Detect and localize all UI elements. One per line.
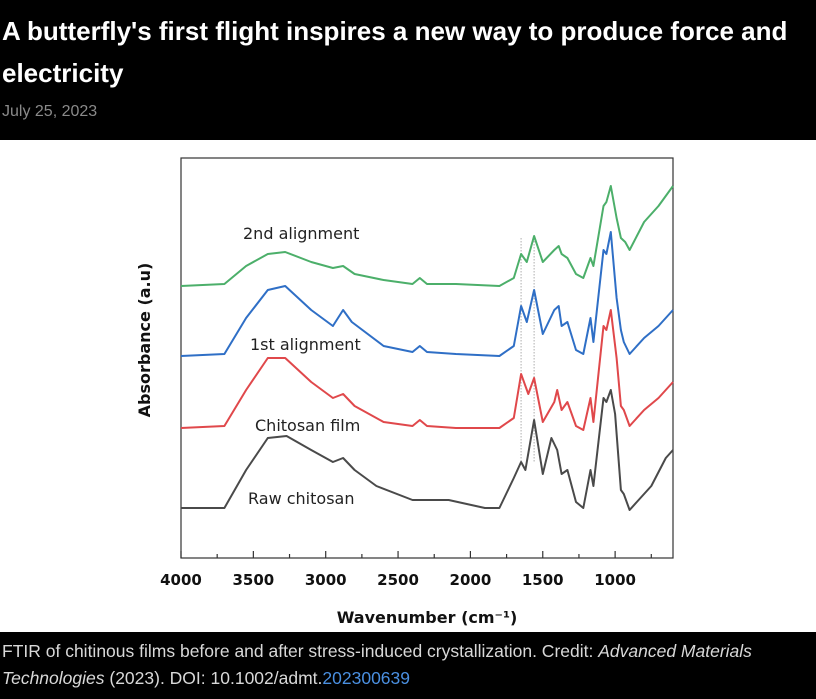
- x-tick-label: 1500: [522, 571, 564, 589]
- x-axis-label: Wavenumber (cm⁻¹): [337, 608, 518, 627]
- series-line-1st-alignment: [180, 231, 674, 357]
- article-header: A butterfly's first flight inspires a ne…: [0, 0, 816, 140]
- caption-text: FTIR of chitinous films before and after…: [2, 641, 599, 661]
- series-line-chitosan-film: [180, 309, 674, 431]
- series-label-2nd-alignment: 2nd alignment: [243, 224, 359, 243]
- doi-link[interactable]: 202300639: [322, 668, 411, 688]
- ftir-figure: 4000 3500 3000 2500 2000 1500 1000 2nd alignme…: [0, 140, 816, 632]
- x-tick-label: 3000: [305, 571, 347, 589]
- caption-journal: Advanced Materials Technologies: [2, 641, 752, 688]
- series-label-1st-alignment: 1st alignment: [250, 335, 361, 354]
- series-line-raw-chitosan: [181, 389, 674, 511]
- figure-caption: FTIR of chitinous films before and after…: [2, 638, 814, 692]
- plot-frame: [180, 157, 674, 559]
- article-title: A butterfly's first flight inspires a ne…: [2, 16, 788, 88]
- x-tick-label: 1000: [594, 571, 636, 589]
- x-tick-label: 4000: [160, 571, 202, 589]
- x-tick-label: 2500: [377, 571, 419, 589]
- series-line-2nd-alignment: [180, 185, 674, 287]
- caption-year-doi: (2023). DOI: 10.1002/admt.: [104, 668, 323, 688]
- ftir-chart: 4000 3500 3000 2500 2000 1500 1000 2nd alignme…: [135, 157, 674, 627]
- article-date: July 25, 2023: [2, 103, 98, 120]
- x-tick-label: 2000: [450, 571, 492, 589]
- x-tick-label: 3500: [232, 571, 274, 589]
- series-label-chitosan-film: Chitosan film: [255, 416, 360, 435]
- y-axis-label: Absorbance (a.u): [135, 263, 154, 418]
- series-label-raw-chitosan: Raw chitosan: [248, 489, 354, 508]
